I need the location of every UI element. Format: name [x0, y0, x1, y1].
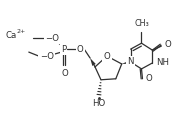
Text: O: O	[164, 40, 171, 49]
Text: O: O	[103, 52, 110, 60]
Text: O: O	[61, 69, 68, 78]
Text: HO: HO	[92, 99, 106, 108]
Text: NH: NH	[156, 58, 169, 68]
Text: −O: −O	[40, 52, 54, 60]
Text: Ca: Ca	[5, 31, 16, 40]
Text: 2+: 2+	[17, 29, 26, 34]
Text: P: P	[61, 45, 66, 54]
Text: CH₃: CH₃	[134, 19, 149, 28]
Polygon shape	[90, 58, 96, 66]
Text: −O: −O	[46, 34, 60, 43]
Text: O: O	[77, 45, 83, 54]
Text: N: N	[127, 57, 134, 66]
Text: O: O	[145, 74, 152, 83]
Polygon shape	[122, 60, 131, 64]
